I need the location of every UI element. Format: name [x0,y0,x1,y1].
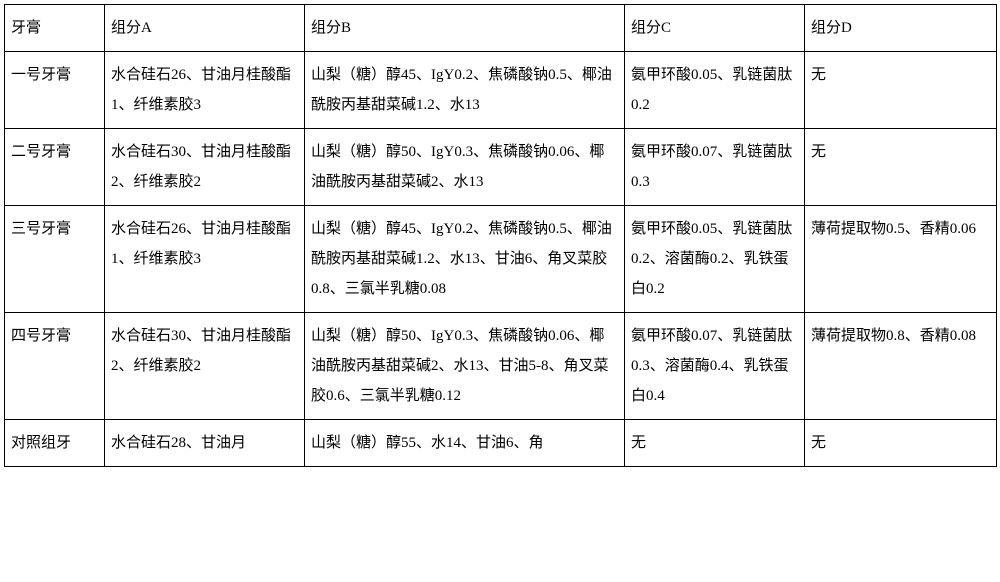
cell-compC: 氨甲环酸0.07、乳链菌肽0.3、溶菌酶0.4、乳铁蛋白0.4 [625,313,805,420]
cell-compA: 水合硅石28、甘油月 [105,420,305,467]
cell-compA: 水合硅石30、甘油月桂酸酯2、纤维素胶2 [105,129,305,206]
cell-compC: 氨甲环酸0.05、乳链菌肽0.2、溶菌酶0.2、乳铁蛋白0.2 [625,206,805,313]
col-header-compB: 组分B [305,5,625,52]
col-header-compC: 组分C [625,5,805,52]
cell-compA: 水合硅石30、甘油月桂酸酯2、纤维素胶2 [105,313,305,420]
cell-compC: 氨甲环酸0.07、乳链菌肽0.3 [625,129,805,206]
cell-compB: 山梨（糖）醇55、水14、甘油6、角 [305,420,625,467]
cell-compC: 无 [625,420,805,467]
cell-compD: 无 [805,420,997,467]
cell-compD: 薄荷提取物0.8、香精0.08 [805,313,997,420]
cell-name: 二号牙膏 [5,129,105,206]
cell-compB: 山梨（糖）醇45、IgY0.2、焦磷酸钠0.5、椰油酰胺丙基甜菜碱1.2、水13 [305,52,625,129]
cell-compC: 氨甲环酸0.05、乳链菌肽0.2 [625,52,805,129]
cell-name: 三号牙膏 [5,206,105,313]
cell-compB: 山梨（糖）醇50、IgY0.3、焦磷酸钠0.06、椰油酰胺丙基甜菜碱2、水13、… [305,313,625,420]
cell-name: 一号牙膏 [5,52,105,129]
cell-name: 对照组牙 [5,420,105,467]
table-row: 对照组牙 水合硅石28、甘油月 山梨（糖）醇55、水14、甘油6、角 无 无 [5,420,997,467]
table-row: 三号牙膏 水合硅石26、甘油月桂酸酯1、纤维素胶3 山梨（糖）醇45、IgY0.… [5,206,997,313]
table-header-row: 牙膏 组分A 组分B 组分C 组分D [5,5,997,52]
table-row: 四号牙膏 水合硅石30、甘油月桂酸酯2、纤维素胶2 山梨（糖）醇50、IgY0.… [5,313,997,420]
composition-table: 牙膏 组分A 组分B 组分C 组分D 一号牙膏 水合硅石26、甘油月桂酸酯1、纤… [4,4,997,467]
cell-compB: 山梨（糖）醇45、IgY0.2、焦磷酸钠0.5、椰油酰胺丙基甜菜碱1.2、水13… [305,206,625,313]
cell-compD: 无 [805,52,997,129]
cell-compB: 山梨（糖）醇50、IgY0.3、焦磷酸钠0.06、椰油酰胺丙基甜菜碱2、水13 [305,129,625,206]
cell-name: 四号牙膏 [5,313,105,420]
cell-compD: 无 [805,129,997,206]
cell-compA: 水合硅石26、甘油月桂酸酯1、纤维素胶3 [105,206,305,313]
col-header-compA: 组分A [105,5,305,52]
table-row: 二号牙膏 水合硅石30、甘油月桂酸酯2、纤维素胶2 山梨（糖）醇50、IgY0.… [5,129,997,206]
col-header-compD: 组分D [805,5,997,52]
col-header-name: 牙膏 [5,5,105,52]
cell-compD: 薄荷提取物0.5、香精0.06 [805,206,997,313]
cell-compA: 水合硅石26、甘油月桂酸酯1、纤维素胶3 [105,52,305,129]
table-row: 一号牙膏 水合硅石26、甘油月桂酸酯1、纤维素胶3 山梨（糖）醇45、IgY0.… [5,52,997,129]
